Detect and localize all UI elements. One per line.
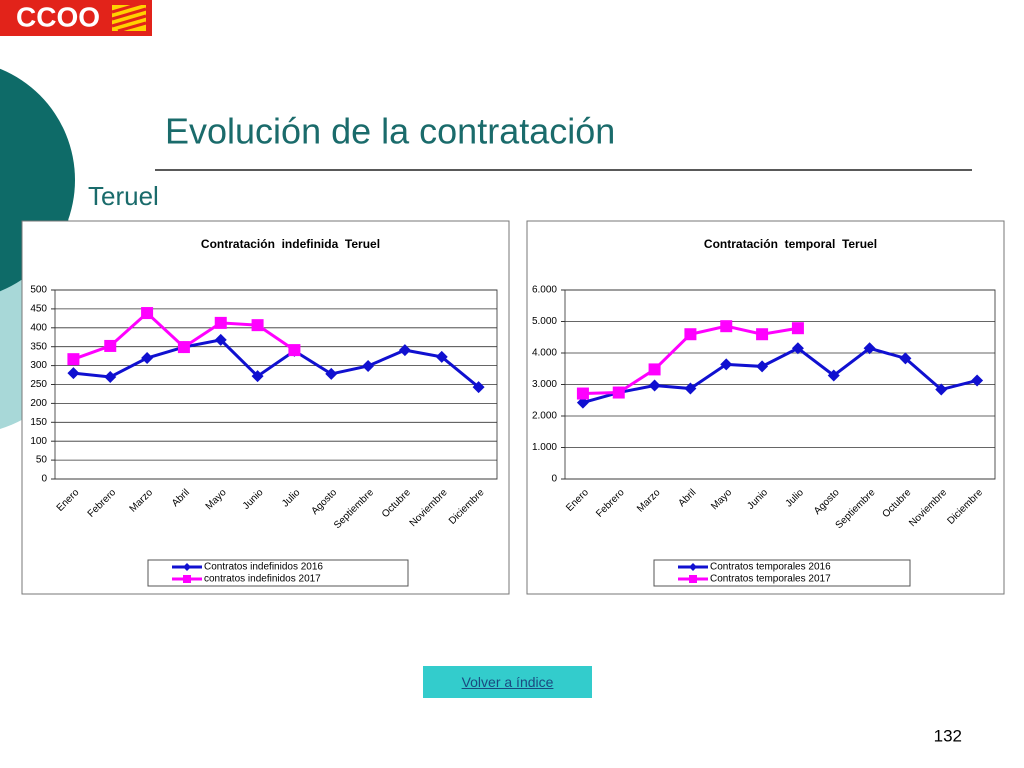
chart-title: Contratación indefinida Teruel <box>201 237 380 251</box>
legend-box <box>147 559 409 587</box>
marker <box>141 352 154 365</box>
marker <box>251 370 264 383</box>
back-link[interactable]: Volver a índice <box>461 674 554 690</box>
legend-label: Contratos temporales 2016 <box>710 562 831 573</box>
series <box>67 307 301 366</box>
y-tick-label: 350 <box>30 341 47 352</box>
chart-title: Contratación temporal Teruel <box>704 237 877 251</box>
marker <box>472 381 485 394</box>
marker <box>684 328 697 341</box>
y-tick-label: 500 <box>30 285 47 296</box>
marker <box>67 367 80 380</box>
legend-marker <box>689 575 697 583</box>
marker <box>177 341 190 354</box>
marker <box>720 320 733 333</box>
y-tick-label: 300 <box>30 360 47 371</box>
marker <box>612 386 625 399</box>
marker <box>648 363 661 376</box>
legend-marker <box>183 563 191 571</box>
marker <box>214 333 227 346</box>
marker <box>791 342 804 355</box>
marker <box>791 322 804 335</box>
logo-flag <box>111 0 147 33</box>
y-tick-label: 450 <box>30 304 47 315</box>
marker <box>67 353 80 366</box>
y-tick-label: 3.000 <box>532 379 557 390</box>
y-tick-label: 50 <box>36 455 48 466</box>
y-tick-label: 200 <box>30 398 47 409</box>
marker <box>576 396 589 409</box>
marker <box>435 350 448 363</box>
marker <box>398 344 411 357</box>
legend-label: Contratos temporales 2017 <box>710 574 831 585</box>
legend-marker <box>183 575 191 583</box>
y-tick-label: 100 <box>30 436 47 447</box>
marker <box>827 369 840 382</box>
series-line <box>582 346 978 405</box>
marker <box>362 359 375 372</box>
logo: CCOO <box>16 1 100 32</box>
marker <box>104 339 117 352</box>
legend-label: contratos indefinidos 2017 <box>204 574 321 585</box>
page-number: 132 <box>934 726 962 745</box>
marker <box>971 374 984 387</box>
y-tick-label: 5.000 <box>532 316 557 327</box>
marker <box>648 379 661 392</box>
title: Evolución de la contratación <box>165 111 615 152</box>
marker <box>576 387 589 400</box>
y-tick-label: 250 <box>30 379 47 390</box>
y-tick-label: 0 <box>551 474 557 485</box>
marker <box>756 360 769 373</box>
marker <box>325 367 338 380</box>
y-tick-label: 2.000 <box>532 411 557 422</box>
series <box>576 320 804 400</box>
subtitle: Teruel <box>88 181 159 211</box>
legend-label: Contratos indefinidos 2016 <box>204 562 323 573</box>
back-button[interactable]: Volver a índice <box>423 666 592 698</box>
marker <box>863 342 876 355</box>
y-tick-label: 0 <box>41 474 47 485</box>
marker <box>214 316 227 329</box>
marker <box>756 328 769 341</box>
marker <box>720 358 733 371</box>
marker <box>251 319 264 332</box>
marker <box>899 352 912 365</box>
series-line <box>73 338 480 389</box>
y-tick-label: 6.000 <box>532 285 557 296</box>
marker <box>288 344 301 357</box>
y-tick-label: 1.000 <box>532 442 557 453</box>
marker <box>684 382 697 395</box>
marker <box>141 307 154 320</box>
series <box>67 333 485 394</box>
y-tick-label: 150 <box>30 417 47 428</box>
marker <box>935 383 948 396</box>
y-tick-label: 4.000 <box>532 348 557 359</box>
marker <box>104 370 117 383</box>
y-tick-label: 400 <box>30 322 47 333</box>
legend-marker <box>689 563 697 571</box>
